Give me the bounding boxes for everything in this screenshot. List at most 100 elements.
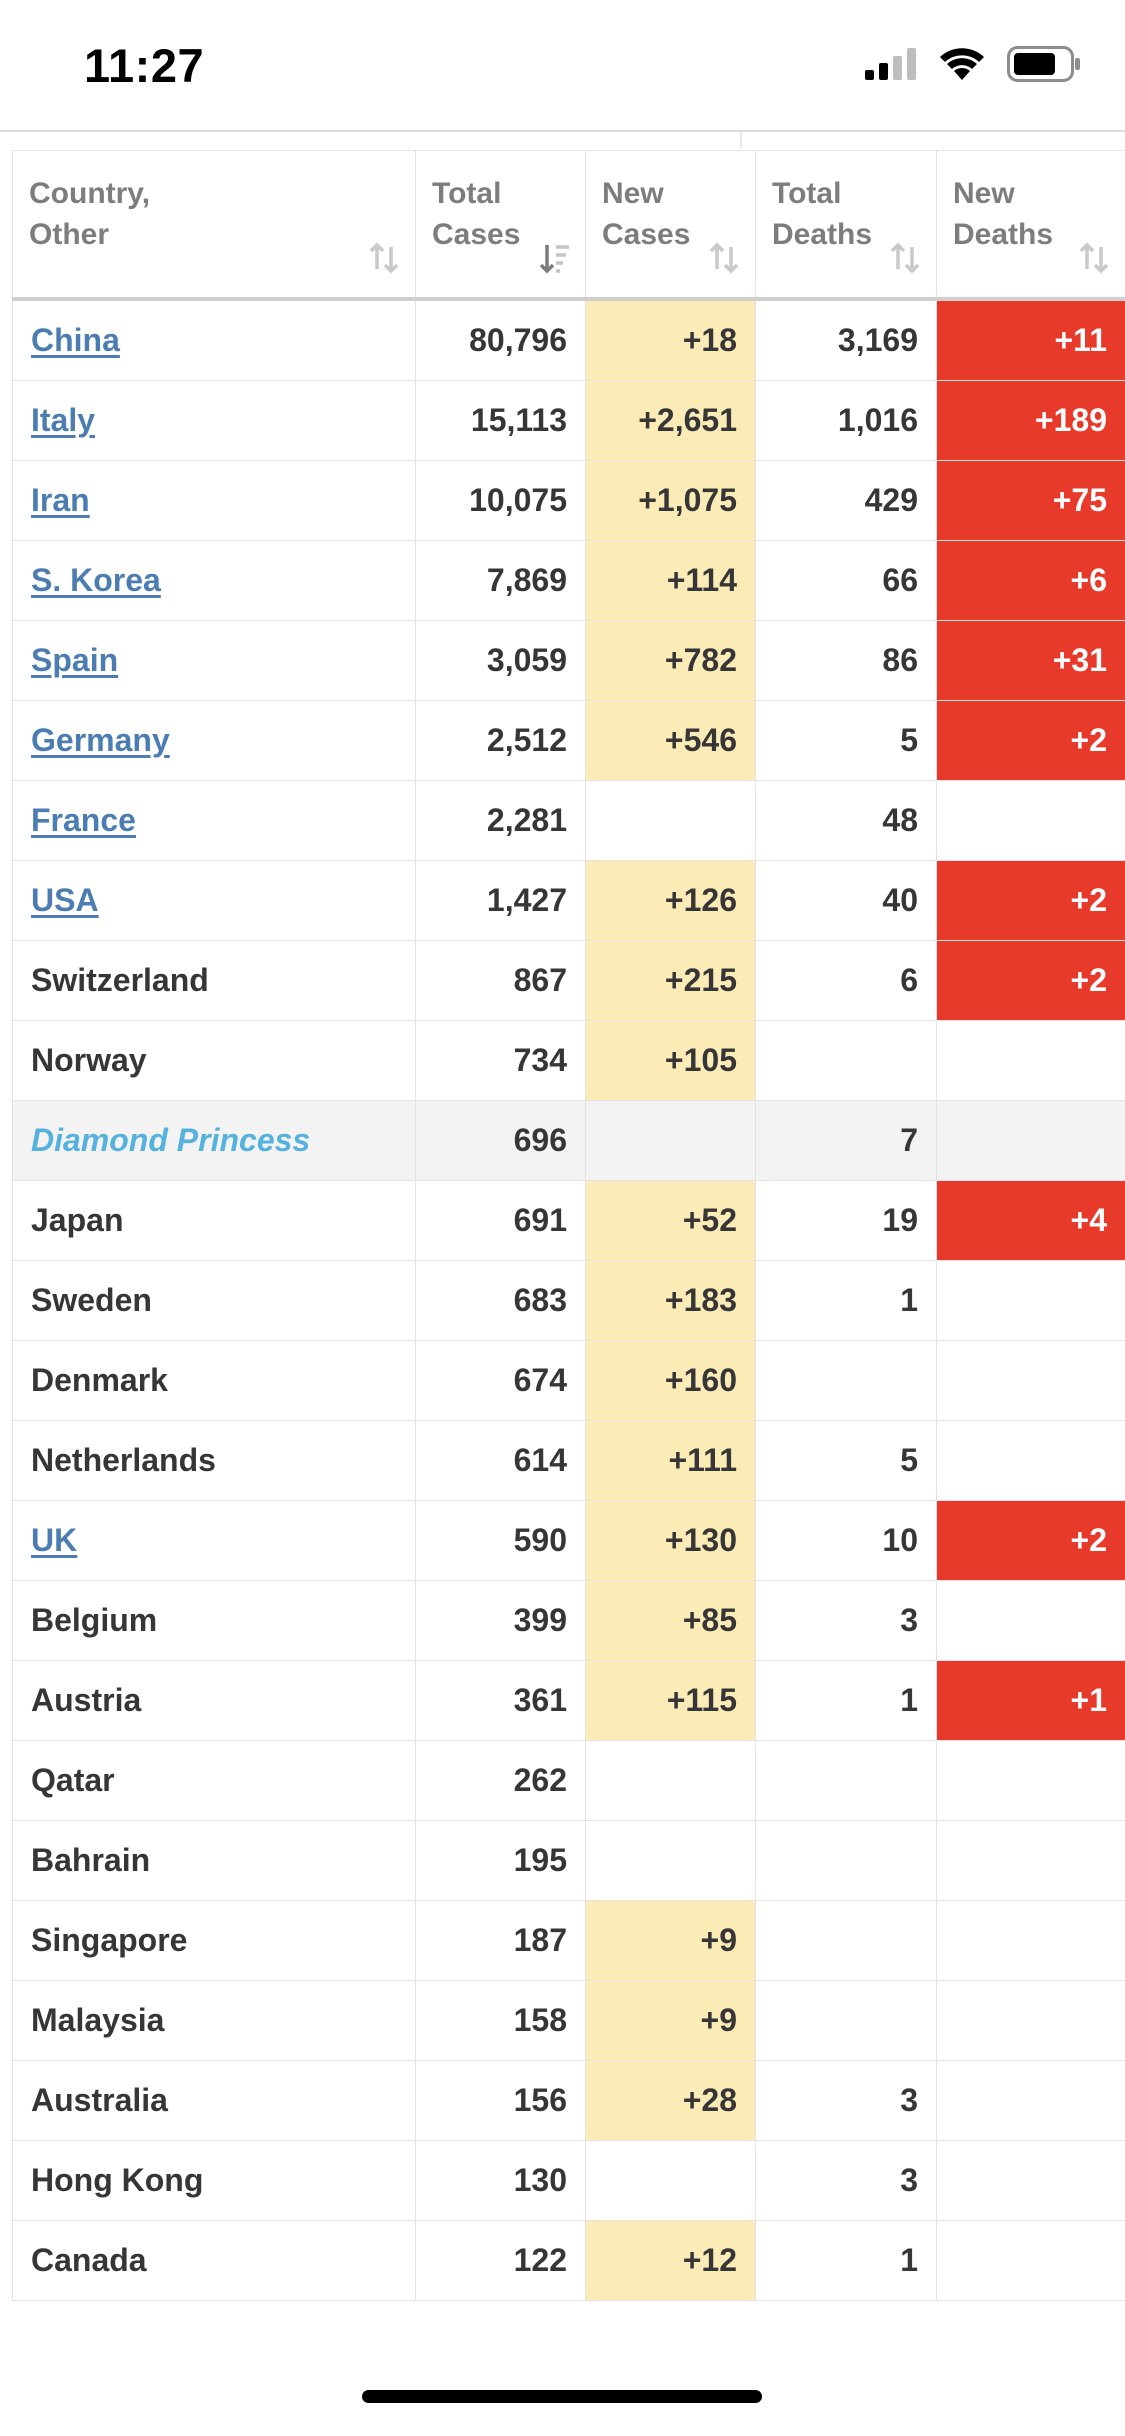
cell-new-cases: +52 — [585, 1180, 756, 1261]
cell-total-cases: 734 — [415, 1020, 586, 1101]
cell-total-cases: 2,281 — [415, 780, 586, 861]
cell-country: Belgium — [12, 1580, 416, 1661]
cell-new-cases: +12 — [585, 2220, 756, 2301]
cell-total-cases: 683 — [415, 1260, 586, 1341]
cell-country[interactable]: Germany — [12, 700, 416, 781]
cell-total-deaths: 3 — [755, 2140, 937, 2221]
cell-total-deaths: 3 — [755, 2060, 937, 2141]
cell-new-cases — [585, 780, 756, 861]
country-link[interactable]: Iran — [31, 482, 90, 518]
cell-new-deaths — [936, 1100, 1125, 1181]
cell-country: Malaysia — [12, 1980, 416, 2061]
header-new-deaths[interactable]: New Deaths — [936, 150, 1125, 301]
country-name: Denmark — [31, 1362, 168, 1398]
cell-total-deaths: 1 — [755, 2220, 937, 2301]
cell-new-cases — [585, 2140, 756, 2221]
country-link[interactable]: France — [31, 802, 136, 838]
header-label-line1: New — [602, 177, 664, 210]
header-label-line1: Country, — [29, 177, 151, 210]
cell-country: Sweden — [12, 1260, 416, 1341]
table-row: USA 1,427 +126 40 +2 — [12, 860, 1125, 941]
top-divider-stub — [740, 130, 742, 148]
table-row: Singapore 187 +9 — [12, 1900, 1125, 1981]
wifi-icon — [940, 48, 984, 80]
cell-country[interactable]: Italy — [12, 380, 416, 461]
cell-total-deaths — [755, 1020, 937, 1101]
header-total-cases[interactable]: Total Cases — [415, 150, 586, 301]
cell-country[interactable]: Iran — [12, 460, 416, 541]
table-row: Germany 2,512 +546 5 +2 — [12, 700, 1125, 781]
status-icons — [865, 46, 1081, 82]
cell-new-cases: +28 — [585, 2060, 756, 2141]
country-link[interactable]: Diamond Princess — [31, 1122, 311, 1158]
cell-country[interactable]: France — [12, 780, 416, 861]
table-row: S. Korea 7,869 +114 66 +6 — [12, 540, 1125, 621]
header-row: Country, Other Total Cases N — [12, 150, 1125, 301]
cell-new-deaths: +1 — [936, 1660, 1125, 1741]
battery-icon — [1007, 46, 1080, 82]
cell-country: Canada — [12, 2220, 416, 2301]
cell-new-deaths: +2 — [936, 700, 1125, 781]
cell-total-cases: 156 — [415, 2060, 586, 2141]
cell-new-deaths: +6 — [936, 540, 1125, 621]
header-label-line1: Total — [432, 177, 502, 210]
cell-total-deaths: 1 — [755, 1660, 937, 1741]
table-row: Canada 122 +12 1 — [12, 2220, 1125, 2301]
cell-country[interactable]: Spain — [12, 620, 416, 701]
cell-country: Denmark — [12, 1340, 416, 1421]
table-row: Qatar 262 — [12, 1740, 1125, 1821]
cell-total-cases: 262 — [415, 1740, 586, 1821]
country-link[interactable]: Italy — [31, 402, 96, 438]
cellular-signal-icon — [865, 48, 916, 80]
country-link[interactable]: Germany — [31, 722, 170, 758]
cell-country[interactable]: UK — [12, 1500, 416, 1581]
top-divider — [0, 130, 1125, 132]
cell-total-cases: 3,059 — [415, 620, 586, 701]
table-row: Sweden 683 +183 1 — [12, 1260, 1125, 1341]
sort-icon[interactable] — [707, 241, 741, 275]
sort-icon[interactable] — [888, 241, 922, 275]
cell-country: Hong Kong — [12, 2140, 416, 2221]
sort-icon[interactable] — [1077, 241, 1111, 275]
country-link[interactable]: UK — [31, 1522, 78, 1558]
cell-country: Singapore — [12, 1900, 416, 1981]
cell-total-cases: 399 — [415, 1580, 586, 1661]
country-link[interactable]: China — [31, 322, 120, 358]
cell-new-deaths — [936, 1820, 1125, 1901]
cell-country[interactable]: China — [12, 298, 416, 381]
table-row: Diamond Princess 696 7 — [12, 1100, 1125, 1181]
header-country[interactable]: Country, Other — [12, 150, 416, 301]
cell-new-deaths — [936, 1260, 1125, 1341]
table-row: Japan 691 +52 19 +4 — [12, 1180, 1125, 1261]
country-link[interactable]: S. Korea — [31, 562, 161, 598]
table-row: Bahrain 195 — [12, 1820, 1125, 1901]
status-bar: 11:27 — [0, 0, 1125, 130]
cell-new-cases: +115 — [585, 1660, 756, 1741]
cell-total-cases: 10,075 — [415, 460, 586, 541]
cell-country: Australia — [12, 2060, 416, 2141]
sort-descending-icon[interactable] — [537, 241, 571, 275]
header-total-deaths[interactable]: Total Deaths — [755, 150, 937, 301]
cell-total-deaths — [755, 1820, 937, 1901]
country-link[interactable]: USA — [31, 882, 99, 918]
header-label-line2: Deaths — [953, 218, 1054, 251]
home-indicator[interactable] — [362, 2390, 762, 2403]
country-name: Malaysia — [31, 2002, 165, 2038]
cell-total-deaths: 3 — [755, 1580, 937, 1661]
header-label-line2: Cases — [432, 218, 521, 251]
table-row: Denmark 674 +160 — [12, 1340, 1125, 1421]
country-link[interactable]: Spain — [31, 642, 119, 678]
cell-total-deaths: 1,016 — [755, 380, 937, 461]
cell-total-cases: 80,796 — [415, 298, 586, 381]
cell-new-deaths: +2 — [936, 1500, 1125, 1581]
cell-country[interactable]: S. Korea — [12, 540, 416, 621]
table-row: China 80,796 +18 3,169 +11 — [12, 298, 1125, 381]
cell-country[interactable]: Diamond Princess — [12, 1100, 416, 1181]
sort-icon[interactable] — [367, 241, 401, 275]
cell-country[interactable]: USA — [12, 860, 416, 941]
header-new-cases[interactable]: New Cases — [585, 150, 756, 301]
table-container[interactable]: Country, Other Total Cases N — [12, 150, 1125, 2333]
table-row: Norway 734 +105 — [12, 1020, 1125, 1101]
header-label-line2: Deaths — [772, 218, 873, 251]
coronavirus-cases-table: Country, Other Total Cases N — [12, 150, 1125, 2301]
